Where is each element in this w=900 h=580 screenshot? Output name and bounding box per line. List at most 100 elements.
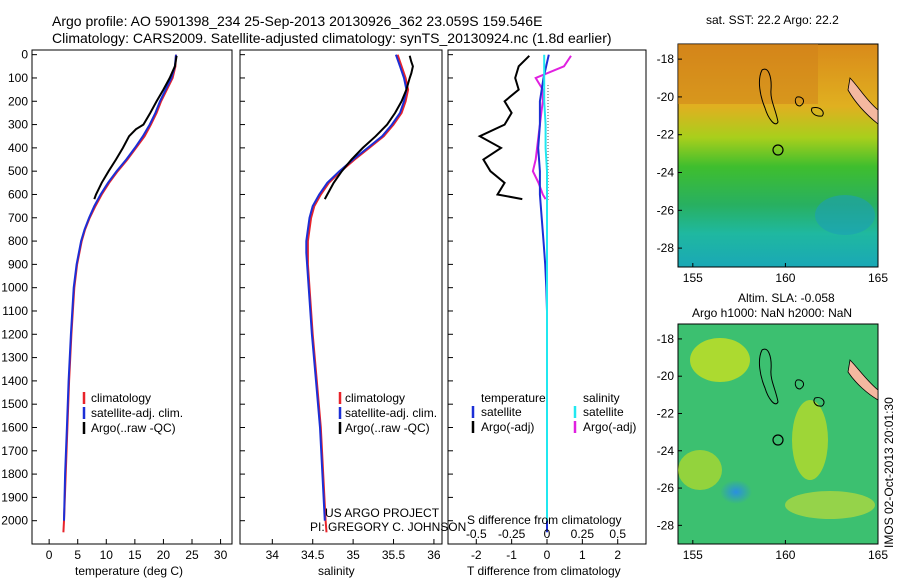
lon-tick-label: 165 [868,271,888,285]
legend-sal-satellite-label: satellite [583,405,624,419]
temperature-x-ticks: 0 5 10 15 20 25 30 [46,539,228,562]
salinity-climatology-line [306,54,410,533]
sst-cool-patch [815,195,875,235]
lon-tick-label: 155 [683,271,703,285]
depth-tick-label: 0 [21,48,28,62]
difference-curves [477,54,572,533]
sst-lat-ticks: -18 -20 -22 -24 -26 -28 [657,52,682,255]
legend-temp-satellite-label: satellite [481,405,522,419]
salinity-plot-frame [239,49,443,545]
sla-map-title-line1: Altim. SLA: -0.058 [738,291,835,305]
salinity-legend: climatology satellite-adj. clim. Argo(..… [338,391,437,435]
x-tick-label: 25 [185,548,199,562]
legend-temperature-title: temperature [481,391,546,405]
top-axis-tick-label: 0.5 [609,527,626,541]
island-outline [794,96,824,117]
temperature-argo-line [93,55,178,200]
figure-title-line1: Argo profile: AO 5901398_234 25-Sep-2013… [52,13,542,29]
salinity-xlabel: salinity [318,564,355,578]
lon-tick-label: 155 [683,548,703,562]
x-tick-label: 2 [614,548,621,562]
x-tick-label: 35 [346,548,360,562]
x-tick-label: 15 [128,548,142,562]
lat-tick-label: -22 [657,128,675,142]
lat-tick-label: -18 [657,332,675,346]
depth-tick-label: 1900 [1,490,28,504]
sla-map: Altim. SLA: -0.058 Argo h1000: NaN h2000… [657,291,889,562]
new-caledonia-land [847,77,879,125]
difference-top-axis-label: S difference from climatology [467,513,622,527]
x-tick-label: -2 [471,548,482,562]
lat-tick-label: -28 [657,241,675,255]
temperature-plot-frame [31,49,233,545]
sla-lat-ticks: -18 -20 -22 -24 -26 -28 [657,332,682,532]
depth-tick-label: 200 [8,94,28,108]
sst-lon-ticks: 155 160 165 [683,263,888,285]
difference-x-ticks: -2 -1 0 1 2 -0.5 -0.25 0 0.25 0.5 [466,527,626,562]
temperature-climatology-line [62,54,177,533]
project-pi: PI: GREGORY C. JOHNSON [310,520,466,534]
depth-tick-label: 1600 [1,420,28,434]
depth-tick-label: 2000 [1,514,28,528]
top-axis-tick-label: -0.5 [466,527,487,541]
top-axis-tick-label: -0.25 [498,527,526,541]
lat-tick-label: -24 [657,166,675,180]
depth-tick-label: 500 [8,164,28,178]
x-tick-label: 35.5 [382,548,406,562]
sla-lon-ticks: 155 160 165 [683,540,888,562]
sla-yellow-patch [690,338,750,382]
legend-argo-label: Argo(..raw -QC) [91,421,176,435]
x-tick-label: 36 [427,548,441,562]
legend-salinity-title: salinity [583,391,620,405]
depth-tick-label: 1000 [1,281,28,295]
top-axis-tick-label: 0.25 [571,527,595,541]
depth-tick-label: 600 [8,187,28,201]
difference-panel: -2 -1 0 1 2 -0.5 -0.25 0 0.25 0.5 S difference fr… [447,49,647,578]
temperature-panel: 0 5 10 15 20 25 30 0 100 200 300 400 500 600 700 800 90… [1,48,453,578]
temperature-legend: climatology satellite-adj. clim. Argo(..… [82,391,183,435]
legend-argo-label: Argo(..raw -QC) [345,421,430,435]
depth-tick-label: 1700 [1,444,28,458]
land-outline [758,68,779,125]
legend-satellite-label: satellite-adj. clim. [91,406,183,420]
depth-tick-label: 900 [8,257,28,271]
x-tick-label: 5 [74,548,81,562]
lat-tick-label: -26 [657,203,675,217]
x-tick-label: 34 [266,548,280,562]
depth-tick-label: 1400 [1,374,28,388]
sst-map-title: sat. SST: 22.2 Argo: 22.2 [706,13,839,27]
sla-map-title-line2: Argo h1000: NaN h2000: NaN [692,306,852,320]
diff-temperature-argo-line [477,55,531,201]
sla-yellow-patch [792,400,828,480]
sst-warm-patch [678,44,818,104]
legend-climatology-label: climatology [345,391,405,405]
x-tick-label: 0 [544,548,551,562]
temperature-curves [62,54,178,533]
depth-tick-label: 1800 [1,467,28,481]
difference-xlabel: T difference from climatology [467,564,621,578]
sla-blue-patch [720,480,752,504]
legend-sal-argo-label: Argo(-adj) [583,420,636,434]
new-caledonia-land [847,359,879,401]
depth-tick-label: 300 [8,118,28,132]
lon-tick-label: 165 [868,548,888,562]
land-outline [758,348,779,405]
figure-title-line2: Climatology: CARS2009. Satellite-adjuste… [52,30,612,46]
lon-tick-label: 160 [775,548,795,562]
imos-timestamp: IMOS 02-Oct-2013 20:01:30 [882,397,896,548]
salinity-argo-line [323,55,414,200]
lat-tick-label: -20 [657,369,675,383]
diff-salinity-argo-line [531,55,572,200]
x-tick-label: -1 [506,548,517,562]
lat-tick-label: -20 [657,90,675,104]
x-tick-label: 34.5 [301,548,325,562]
legend-temp-argo-label: Argo(-adj) [481,420,534,434]
sla-yellow-patch [785,491,875,519]
salinity-satellite-line [305,54,408,521]
temperature-satellite-line [63,54,177,521]
lat-tick-label: -26 [657,481,675,495]
salinity-panel: 34 34.5 35 35.5 36 salinity climatology sate… [239,49,466,578]
legend-climatology-label: climatology [91,391,151,405]
depth-tick-label: 800 [8,234,28,248]
